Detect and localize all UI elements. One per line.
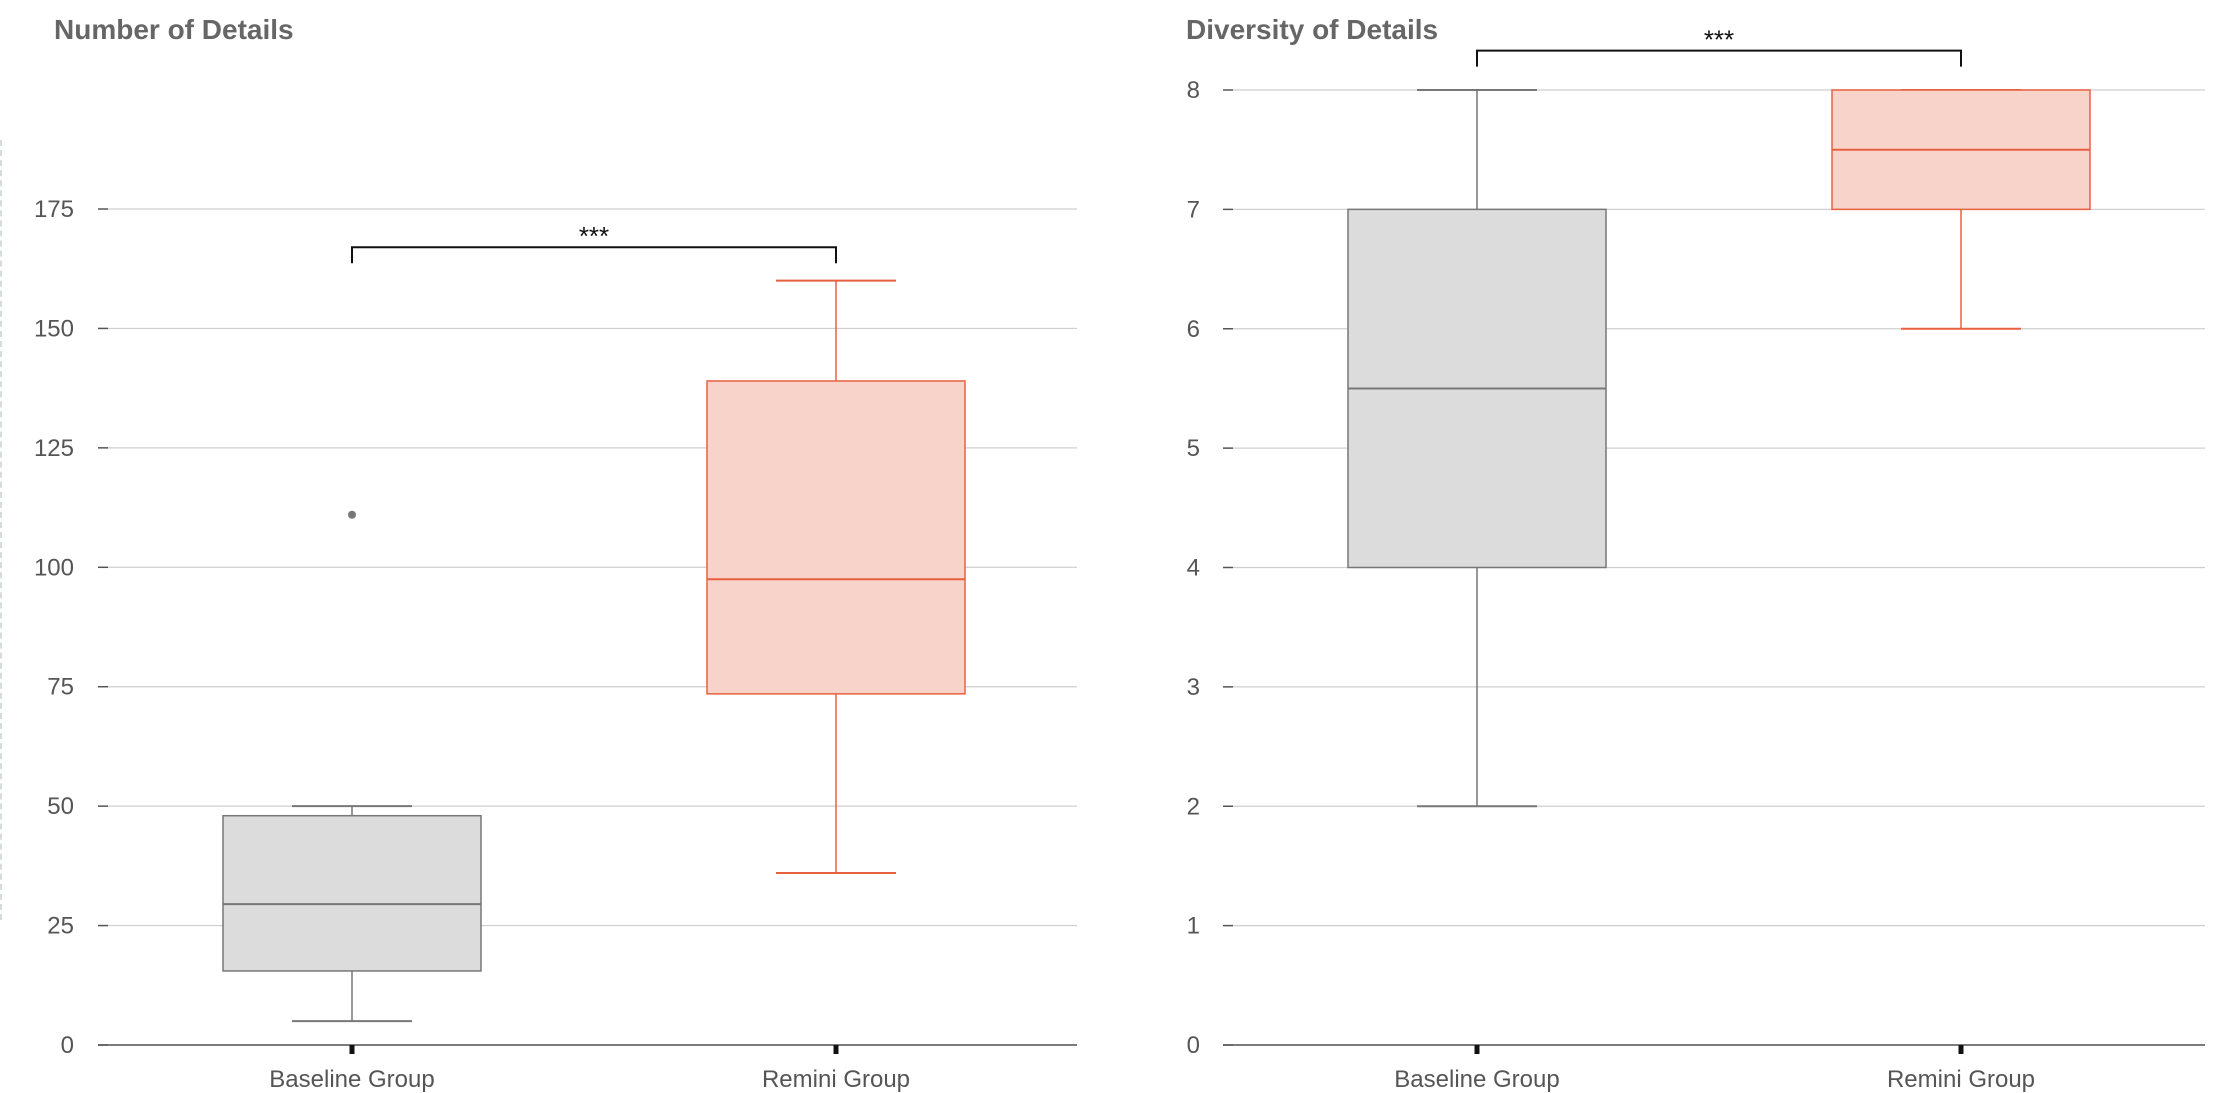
y-tick-label: 5 [1187,435,1200,462]
y-tick-label: 50 [47,793,74,820]
y-tick-label: 150 [34,315,74,342]
chart-panel-number-of-details: Number of Details 0 25 50 75 100 125 150 175 Bas… [0,0,1110,1093]
y-tick-label: 175 [34,196,74,223]
y-tick-label: 8 [1187,77,1200,104]
chart-panel-diversity-of-details: Diversity of Details 0 1 2 3 4 5 6 7 8 Baseline G… [1110,0,2232,1093]
chart-title: Diversity of Details [1186,14,1439,45]
y-tick-label: 100 [34,554,74,581]
page-edge-divider [0,140,2,920]
x-tick-label: Baseline Group [269,1066,434,1093]
y-tick-label: 4 [1187,555,1200,582]
box-plot-number-of-details: 0 25 50 75 100 125 150 175 Baseline Group Remini … [34,196,1077,1093]
y-tick-label: 6 [1187,316,1200,343]
x-tick-label: Remini Group [762,1066,910,1093]
outlier-point [348,510,356,519]
y-tick-label: 7 [1187,196,1200,223]
y-tick-label: 3 [1187,674,1200,701]
y-tick-label: 75 [47,674,74,701]
y-tick-label: 0 [61,1032,74,1059]
y-tick-label: 25 [47,913,74,940]
significance-bracket [351,246,837,264]
y-tick-label: 0 [1187,1032,1200,1059]
significance-label: *** [579,221,609,251]
y-tick-label: 1 [1187,913,1200,940]
significance-bracket [1476,49,1962,67]
box-iqr [706,380,966,695]
box-iqr [222,814,482,972]
x-tick-label: Baseline Group [1394,1066,1559,1093]
significance-label: *** [1704,25,1734,55]
y-tick-label: 125 [34,435,74,462]
y-tick-label: 2 [1187,793,1200,820]
box-plot-diversity-of-details: 0 1 2 3 4 5 6 7 8 Baseline Group Remini Group *** [1187,25,2205,1093]
chart-title: Number of Details [54,14,294,45]
x-tick-label: Remini Group [1887,1066,2035,1093]
